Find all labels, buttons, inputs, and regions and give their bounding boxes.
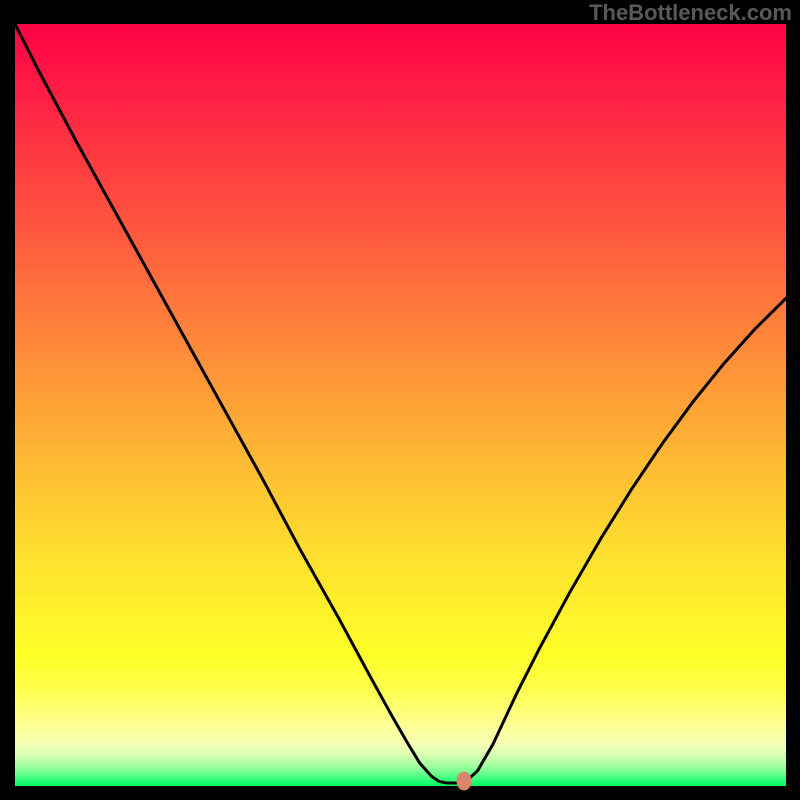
chart-container: TheBottleneck.com [0, 0, 800, 800]
plot-area [15, 24, 786, 786]
source-watermark: TheBottleneck.com [589, 0, 792, 26]
bottleneck-curve [15, 24, 786, 786]
optimum-point-marker [457, 772, 472, 791]
